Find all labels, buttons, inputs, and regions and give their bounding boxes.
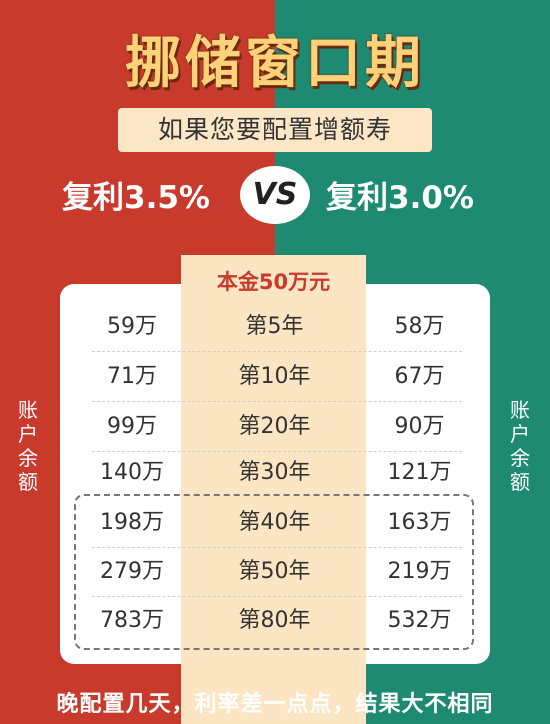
balance-right: 121万 (387, 460, 452, 485)
table-row: 198万 第40年 163万 (92, 498, 462, 548)
footer-caption: 晚配置几天，利率差一点点，结果大不相同 (56, 692, 494, 717)
principal-label: 本金50万元 (216, 270, 331, 294)
year-label: 第40年 (238, 510, 311, 535)
table-row: 279万 第50年 219万 (92, 547, 462, 597)
balance-right: 219万 (387, 559, 452, 584)
balance-left: 783万 (100, 608, 164, 633)
rate-left: 复利3.5% (62, 180, 210, 216)
table-row: 59万 第5年 58万 (92, 302, 462, 352)
row-divider (92, 451, 462, 452)
side-label-left: 账户余额 (18, 398, 38, 494)
balance-right: 90万 (394, 414, 445, 439)
highlight-box (74, 494, 474, 650)
center-column (181, 255, 366, 724)
balance-left: 71万 (107, 364, 157, 389)
year-label: 第20年 (238, 414, 311, 439)
year-label: 第80年 (238, 608, 311, 633)
year-label: 第10年 (238, 364, 311, 389)
rate-right: 复利3.0% (326, 180, 474, 216)
balance-left: 279万 (100, 559, 164, 584)
year-label: 第5年 (245, 314, 304, 339)
vs-badge: VS (240, 166, 310, 224)
year-label: 第50年 (238, 559, 311, 584)
balance-right: 163万 (387, 510, 452, 535)
subtitle-banner: 如果您要配置增额寿 (118, 108, 432, 152)
row-divider (92, 351, 462, 352)
balance-left: 140万 (100, 460, 164, 485)
side-label-right: 账户余额 (510, 398, 530, 494)
balance-left: 59万 (107, 314, 157, 339)
table-row: 140万 第30年 121万 (92, 448, 462, 498)
row-divider (92, 547, 462, 548)
table-row: 71万 第10年 67万 (92, 352, 462, 402)
table-row: 783万 第80年 532万 (92, 596, 462, 646)
row-divider (92, 596, 462, 597)
page-title: 挪储窗口期 (125, 31, 425, 96)
balance-right: 67万 (394, 364, 445, 389)
balance-left: 99万 (107, 414, 157, 439)
year-label: 第30年 (238, 460, 311, 485)
balance-left: 198万 (100, 510, 164, 535)
row-divider (92, 401, 462, 402)
table-row: 99万 第20年 90万 (92, 402, 462, 452)
balance-right: 532万 (387, 608, 452, 633)
balance-right: 58万 (394, 314, 445, 339)
